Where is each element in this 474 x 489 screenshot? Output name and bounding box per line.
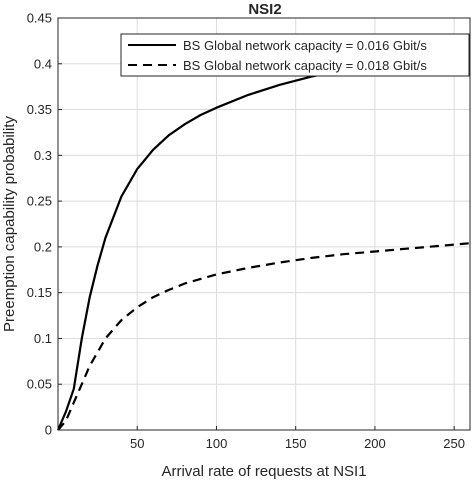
x-tick-label: 200 bbox=[364, 436, 386, 451]
x-tick-label: 250 bbox=[443, 436, 465, 451]
y-tick-label: 0.45 bbox=[27, 11, 52, 26]
y-tick-label: 0.35 bbox=[27, 102, 52, 117]
x-tick-label: 50 bbox=[130, 436, 144, 451]
y-tick-label: 0.05 bbox=[27, 377, 52, 392]
x-axis-label: Arrival rate of requests at NSI1 bbox=[161, 463, 366, 480]
y-tick-label: 0.4 bbox=[34, 56, 52, 71]
y-axis-ticks: 0 0.05 0.1 0.15 0.2 0.25 0.3 0.35 0.4 0.45 bbox=[27, 11, 62, 438]
y-tick-label: 0.2 bbox=[34, 239, 52, 254]
y-tick-label: 0.1 bbox=[34, 331, 52, 346]
legend-label-solid: BS Global network capacity = 0.016 Gbit/… bbox=[183, 38, 427, 53]
x-tick-label: 100 bbox=[206, 436, 228, 451]
x-tick-label: 150 bbox=[285, 436, 307, 451]
legend: BS Global network capacity = 0.016 Gbit/… bbox=[120, 33, 470, 77]
y-tick-label: 0.15 bbox=[27, 285, 52, 300]
y-tick-label: 0.3 bbox=[34, 148, 52, 163]
legend-label-dashed: BS Global network capacity = 0.018 Gbit/… bbox=[183, 58, 427, 73]
y-tick-label: 0.25 bbox=[27, 194, 52, 209]
y-axis-label: Preemption capability probability bbox=[1, 116, 18, 332]
chart-title: NSI2 bbox=[248, 1, 281, 18]
y-tick-label: 0 bbox=[45, 423, 52, 438]
legend-box bbox=[120, 33, 470, 77]
series-line-dashed bbox=[57, 242, 471, 431]
x-axis-ticks: 50 100 150 200 250 bbox=[130, 426, 465, 451]
plot-frame bbox=[57, 17, 471, 431]
plot-area bbox=[58, 18, 470, 430]
